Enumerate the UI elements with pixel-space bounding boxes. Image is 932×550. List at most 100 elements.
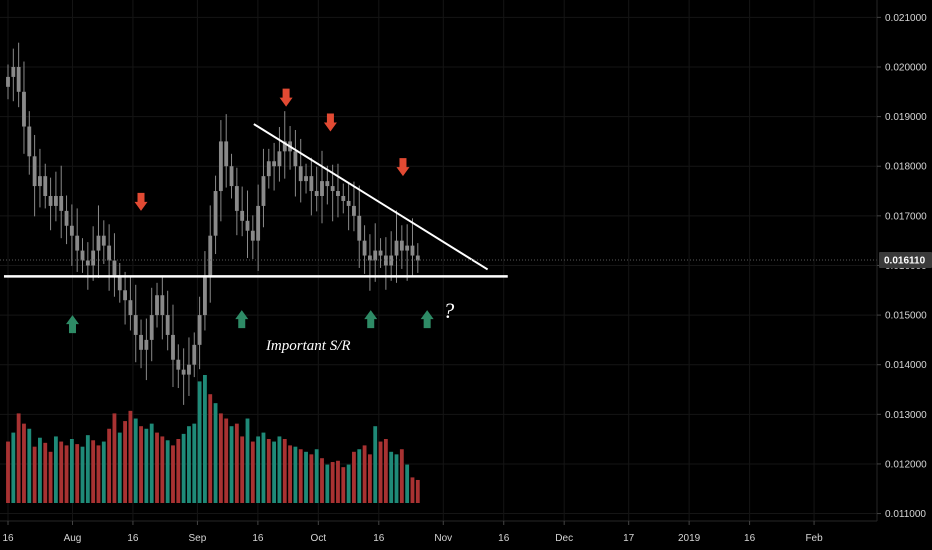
down-arrow-icon[interactable] [323, 113, 337, 132]
candle-body [165, 315, 170, 335]
candle-body [128, 300, 133, 316]
candle-body [362, 240, 367, 256]
candle-body [91, 250, 96, 266]
candle-body [117, 275, 122, 291]
candle-body [38, 176, 42, 187]
up-arrow-icon[interactable] [65, 315, 79, 334]
candle-body [16, 66, 21, 92]
candle-body [197, 315, 202, 345]
important-sr-label: Important S/R [265, 338, 351, 354]
volume-bar [48, 451, 53, 503]
volume-bar [367, 454, 372, 503]
price-tick-label: 0.018000 [885, 162, 927, 173]
up-arrow-icon[interactable] [364, 310, 378, 329]
volume-bar [144, 428, 149, 503]
candle-body [336, 191, 340, 196]
volume-bar [213, 403, 218, 503]
volume-bar [176, 439, 181, 503]
candle-body [107, 245, 112, 261]
candle-body [208, 235, 213, 276]
candle-body [394, 240, 399, 256]
candle-body [314, 191, 319, 196]
down-arrow-icon[interactable] [396, 158, 410, 177]
candle-body [415, 255, 420, 261]
trend-line[interactable] [253, 123, 489, 271]
volume-bar [197, 381, 202, 503]
volume-bar [394, 454, 399, 503]
candle-body [59, 195, 64, 211]
time-axis[interactable]: 16 Aug 16 Sep 16 Oct 16 Nov 16 Dec 17 2019 16 Feb [0, 520, 877, 544]
volume-bar [240, 436, 245, 503]
volume-bar [352, 451, 356, 503]
candle-body [229, 166, 234, 187]
volume-bar [405, 464, 410, 503]
volume-bar [330, 462, 335, 503]
candle-body [378, 250, 383, 256]
down-arrow-icon[interactable] [134, 192, 148, 211]
volume-bar [208, 394, 213, 503]
candle-body [32, 156, 37, 187]
candle-body [277, 151, 282, 167]
volume-bar [415, 479, 420, 503]
volume-bar [203, 375, 207, 503]
time-tick-label: 16 [252, 533, 264, 544]
volume-bar [410, 477, 415, 503]
candle-body [213, 191, 218, 236]
candle-body [352, 205, 356, 216]
volume-bar [389, 451, 394, 503]
candle-body [293, 151, 298, 167]
time-tick-label: Nov [434, 533, 452, 544]
candle-body [53, 195, 58, 206]
candle-body [330, 186, 335, 192]
volume-bar [11, 432, 16, 503]
volume-bar [91, 440, 96, 503]
volume-bar [171, 445, 175, 503]
volume-bar [112, 413, 117, 503]
volume-bar [149, 423, 154, 503]
time-tick-label: Feb [805, 533, 823, 544]
candle-body [80, 250, 85, 261]
volume-bar [224, 418, 229, 503]
volume-bar [336, 460, 340, 503]
down-arrow-icon[interactable] [279, 88, 293, 107]
volume-bar [234, 423, 239, 503]
candle-body [6, 76, 10, 87]
candle-body [101, 235, 106, 246]
volume-bar [192, 423, 197, 503]
time-tick-label: 16 [498, 533, 510, 544]
up-arrow-icon[interactable] [235, 310, 249, 329]
volume-bar [187, 426, 191, 503]
up-arrow-icon[interactable] [420, 310, 434, 329]
candle-body [266, 161, 271, 177]
candle-body [405, 245, 410, 251]
volume-bar [304, 451, 308, 503]
volume-bar [346, 464, 351, 503]
volume-bar [160, 436, 165, 503]
price-tick-label: 0.014000 [885, 360, 927, 371]
volume-bar [298, 449, 303, 503]
price-tick-label: 0.021000 [885, 13, 927, 24]
volume-bar [378, 441, 383, 503]
price-tick-label: 0.015000 [885, 311, 927, 322]
candle-body [261, 176, 266, 206]
candle-body [96, 235, 101, 251]
volume-bar [288, 445, 292, 503]
time-tick-label: Dec [555, 533, 573, 544]
candle-body [272, 161, 277, 167]
candle-body [160, 295, 165, 316]
volume-bar [59, 441, 64, 503]
volume-bars [6, 375, 420, 503]
candle-body [282, 141, 287, 152]
candle-body [410, 245, 415, 256]
annotations [3, 88, 508, 334]
volume-bar [256, 436, 261, 503]
candle-body [383, 255, 388, 266]
volume-bar [32, 446, 37, 503]
candle-body [341, 195, 346, 201]
candle-body [144, 339, 149, 350]
volume-bar [128, 410, 133, 503]
candle-body [27, 126, 32, 157]
candle-body [192, 344, 197, 365]
candle-body [123, 290, 128, 301]
